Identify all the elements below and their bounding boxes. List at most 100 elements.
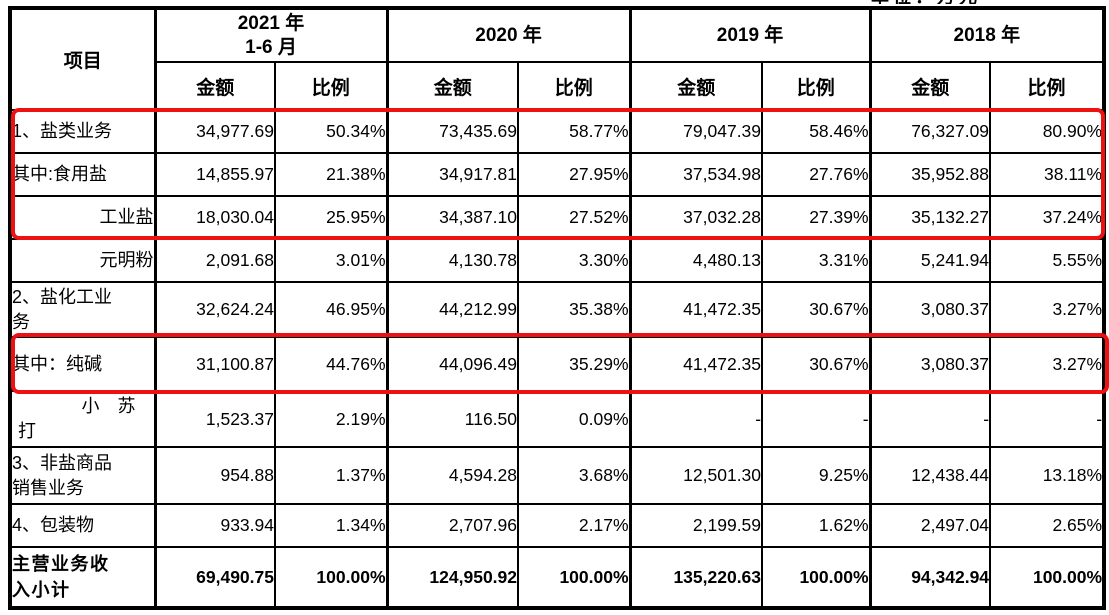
amount-column-header: 金额 — [385, 61, 520, 111]
ratio-cell: 50.34% — [273, 109, 389, 154]
period-header-2019: 2019 年 — [628, 7, 872, 63]
ratio-cell: 37.24% — [989, 195, 1106, 240]
ratio-cell: 3.30% — [517, 238, 632, 283]
header-row-periods: 项目 2021 年 1-6 月 2020 年 2019 年 2018 年 — [9, 7, 1106, 111]
amount-cell: 2,707.96 — [385, 503, 520, 548]
ratio-cell: 3.31% — [761, 238, 872, 283]
amount-cell: 3,080.37 — [868, 336, 992, 392]
amount-cell: 34,977.69 — [153, 109, 276, 154]
amount-cell: 41,472.35 — [628, 336, 764, 392]
amount-cell: 4,594.28 — [385, 446, 520, 505]
ratio-column-header: 比例 — [761, 61, 872, 111]
period-header-2018: 2018 年 — [868, 7, 1106, 63]
amount-cell: 12,501.30 — [628, 446, 764, 505]
amount-cell: 116.50 — [385, 390, 520, 448]
ratio-cell: 100.00% — [761, 546, 872, 609]
amount-cell: 12,438.44 — [868, 446, 992, 505]
amount-cell: 135,220.63 — [628, 546, 764, 609]
ratio-cell: 25.95% — [273, 195, 389, 240]
ratio-cell: 46.95% — [273, 281, 389, 338]
ratio-cell: 30.67% — [761, 281, 872, 338]
ratio-cell: 35.38% — [517, 281, 632, 338]
amount-cell: 124,950.92 — [385, 546, 520, 609]
ratio-cell: 21.38% — [273, 152, 389, 197]
ratio-cell: 27.76% — [761, 152, 872, 197]
ratio-cell: 3.27% — [989, 281, 1106, 338]
ratio-cell: 2.19% — [273, 390, 389, 448]
amount-cell: 4,480.13 — [628, 238, 764, 283]
ratio-column-header: 比例 — [517, 61, 632, 111]
amount-cell: 933.94 — [153, 503, 276, 548]
ratio-cell: 3.01% — [273, 238, 389, 283]
table-row-soda-ash: 其中：纯碱 31,100.87 44.76% 44,096.49 35.29% … — [9, 336, 1106, 392]
table-row-industrial-salt: 工业盐 18,030.04 25.95% 34,387.10 27.52% 37… — [9, 195, 1106, 240]
ratio-cell: 5.55% — [989, 238, 1106, 283]
amount-cell: 954.88 — [153, 446, 276, 505]
row-label: 主营业务收 入小计 — [9, 546, 156, 609]
ratio-cell: 1.62% — [761, 503, 872, 548]
ratio-cell: 3.68% — [517, 446, 632, 505]
amount-cell: 5,241.94 — [868, 238, 992, 283]
table-row-packaging: 4、包装物 933.94 1.34% 2,707.96 2.17% 2,199.… — [9, 503, 1106, 548]
table-row-salt-business: 1、盐类业务 34,977.69 50.34% 73,435.69 58.77%… — [9, 109, 1106, 154]
ratio-cell: 2.65% — [989, 503, 1106, 548]
amount-cell: 2,091.68 — [153, 238, 276, 283]
ratio-column-header: 比例 — [273, 61, 389, 111]
ratio-column-header: 比例 — [989, 61, 1106, 111]
table-row-non-salt-goods: 3、非盐商品 销售业务 954.88 1.37% 4,594.28 3.68% 1… — [9, 446, 1106, 505]
amount-cell: 34,917.81 — [385, 152, 520, 197]
amount-column-header: 金额 — [628, 61, 764, 111]
period-header-2021h1: 2021 年 1-6 月 — [153, 7, 389, 63]
amount-cell: 35,132.27 — [868, 195, 992, 240]
table-row-salt-chemical-business: 2、盐化工业务 32,624.24 46.95% 44,212.99 35.38… — [9, 281, 1106, 338]
ratio-cell: 58.46% — [761, 109, 872, 154]
table-row-baking-soda: 小 苏打 1,523.37 2.19% 116.50 0.09% - - - - — [9, 390, 1106, 448]
period-header-2020: 2020 年 — [385, 7, 632, 63]
ratio-cell: 35.29% — [517, 336, 632, 392]
ratio-cell: 9.25% — [761, 446, 872, 505]
ratio-cell: 3.27% — [989, 336, 1106, 392]
ratio-cell: 38.11% — [989, 152, 1106, 197]
amount-cell: - — [868, 390, 992, 448]
row-label: 3、非盐商品 销售业务 — [9, 446, 156, 505]
ratio-cell: 1.37% — [273, 446, 389, 505]
ratio-cell: 13.18% — [989, 446, 1106, 505]
ratio-cell: - — [989, 390, 1106, 448]
ratio-cell: 27.39% — [761, 195, 872, 240]
row-label: 其中：纯碱 — [9, 336, 156, 392]
amount-cell: 2,497.04 — [868, 503, 992, 548]
amount-cell: 69,490.75 — [153, 546, 276, 609]
ratio-cell: 44.76% — [273, 336, 389, 392]
amount-cell: 32,624.24 — [153, 281, 276, 338]
row-label: 2、盐化工业务 — [9, 281, 156, 338]
row-label: 4、包装物 — [9, 503, 156, 548]
amount-column-header: 金额 — [153, 61, 276, 111]
ratio-cell: 100.00% — [517, 546, 632, 609]
amount-cell: 73,435.69 — [385, 109, 520, 154]
amount-cell: 14,855.97 — [153, 152, 276, 197]
row-label: 工业盐 — [9, 195, 156, 240]
ratio-cell: 2.17% — [517, 503, 632, 548]
amount-cell: 34,387.10 — [385, 195, 520, 240]
ratio-cell: 100.00% — [989, 546, 1106, 609]
amount-cell: 18,030.04 — [153, 195, 276, 240]
ratio-cell: 100.00% — [273, 546, 389, 609]
amount-cell: 35,952.88 — [868, 152, 992, 197]
amount-column-header: 金额 — [868, 61, 992, 111]
ratio-cell: - — [761, 390, 872, 448]
amount-cell: 4,130.78 — [385, 238, 520, 283]
unit-note: 单位：万元 — [871, 0, 1061, 4]
amount-cell: 31,100.87 — [153, 336, 276, 392]
amount-cell: 76,327.09 — [868, 109, 992, 154]
amount-cell: 44,212.99 — [385, 281, 520, 338]
table-row-main-revenue-subtotal: 主营业务收 入小计 69,490.75 100.00% 124,950.92 10… — [9, 546, 1106, 609]
header-row-measures: 金额 比例 金额 比例 金额 比例 金额 比例 — [10, 61, 1106, 111]
ratio-cell: 58.77% — [517, 109, 632, 154]
amount-cell: 41,472.35 — [628, 281, 764, 338]
amount-cell: 1,523.37 — [153, 390, 276, 448]
amount-cell: 37,032.28 — [628, 195, 764, 240]
table-row-edible-salt: 其中:食用盐 14,855.97 21.38% 34,917.81 27.95%… — [9, 152, 1106, 197]
amount-cell: - — [628, 390, 764, 448]
ratio-cell: 0.09% — [517, 390, 632, 448]
